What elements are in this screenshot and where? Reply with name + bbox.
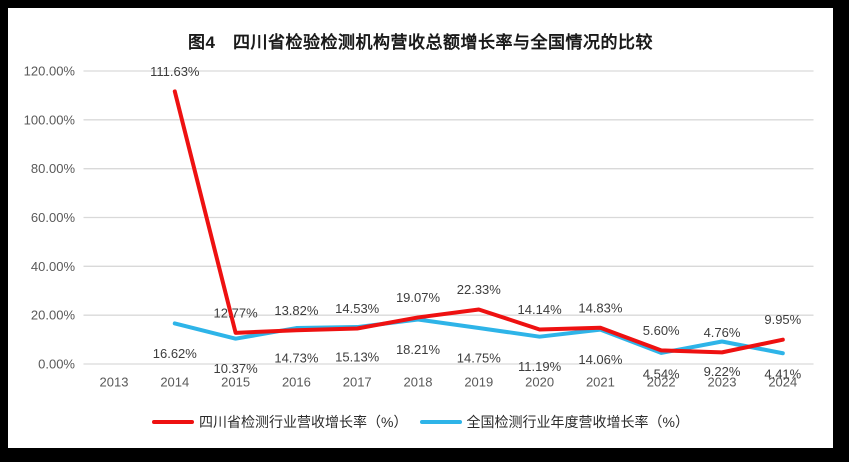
- chart-area: 图4 四川省检验检测机构营收总额增长率与全国情况的比较 0.00% 20.00% 4…: [8, 8, 833, 448]
- sichuan-data-label: 9.95%: [764, 312, 801, 327]
- y-axis-tick-label: 0.00%: [38, 357, 75, 372]
- sichuan-data-label: 13.82%: [274, 303, 319, 318]
- x-axis-tick-label: 2013: [100, 375, 129, 390]
- x-axis-tick-label: 2023: [708, 375, 737, 390]
- x-axis-tick-label: 2017: [343, 375, 372, 390]
- y-axis-tick-label: 40.00%: [31, 259, 76, 274]
- national-data-label: 11.19%: [518, 359, 562, 374]
- legend-item-national: 全国检测行业年度营收增长率（%）: [419, 412, 689, 432]
- x-axis-tick-label: 2024: [768, 375, 797, 390]
- sichuan-series-line: [172, 89, 785, 355]
- sichuan-data-label: 14.53%: [335, 301, 380, 316]
- sichuan-data-label: 19.07%: [396, 290, 441, 305]
- y-axis-tick-label: 20.00%: [31, 308, 76, 323]
- national-data-label: 16.62%: [153, 346, 198, 361]
- national-data-label: 15.13%: [335, 350, 380, 365]
- y-axis-tick-label: 120.00%: [24, 63, 76, 78]
- x-axis-tick-label: 2022: [647, 375, 676, 390]
- sichuan-data-label: 14.14%: [518, 302, 563, 317]
- x-axis-tick-label: 2021: [586, 375, 615, 390]
- sichuan-series-swatch-icon: [152, 420, 195, 424]
- chart-title: 图4 四川省检验检测机构营收总额增长率与全国情况的比较: [188, 33, 653, 52]
- legend-item-sichuan: 四川省检测行业营收增长率（%）: [152, 412, 408, 432]
- sichuan-data-label: 22.33%: [457, 282, 502, 297]
- national-data-label: 14.75%: [457, 350, 502, 365]
- sichuan-data-label: 5.60%: [643, 323, 680, 338]
- national-data-label: 4.54%: [643, 367, 680, 382]
- national-data-label: 10.37%: [214, 361, 259, 376]
- national-data-label: 9.22%: [704, 364, 741, 379]
- chart-legend: 四川省检测行业营收增长率（%） 全国检测行业年度营收增长率（%）: [8, 412, 833, 432]
- x-axis-tick-label: 2019: [464, 375, 493, 390]
- national-data-label: 14.06%: [578, 352, 623, 367]
- x-axis-tick-label: 2014: [160, 375, 189, 390]
- legend-label-sichuan: 四川省检测行业营收增长率（%）: [199, 414, 408, 430]
- national-series-line: [172, 317, 785, 356]
- national-series-swatch-icon: [419, 420, 462, 424]
- national-data-label: 4.41%: [764, 367, 801, 382]
- y-axis-tick-label: 60.00%: [31, 210, 76, 225]
- x-axis-tick-label: 2018: [404, 375, 433, 390]
- x-axis-tick-label: 2015: [221, 375, 250, 390]
- national-data-label: 14.73%: [274, 351, 319, 366]
- y-axis-tick-label: 80.00%: [31, 161, 76, 176]
- x-axis-tick-label: 2016: [282, 375, 311, 390]
- national-data-label: 18.21%: [396, 342, 441, 357]
- sichuan-data-label: 4.76%: [704, 325, 741, 340]
- legend-label-national: 全国检测行业年度营收增长率（%）: [466, 414, 689, 430]
- sichuan-data-label: 14.83%: [578, 300, 623, 315]
- line-chart-plot: 0.00% 20.00% 40.00% 60.00% 80.00% 100.00% 120.…: [24, 63, 814, 390]
- x-axis-tick-label: 2020: [525, 375, 554, 390]
- sichuan-data-label: 12.77%: [214, 305, 259, 320]
- y-axis-tick-label: 100.00%: [24, 112, 76, 127]
- sichuan-data-label: 111.63%: [150, 64, 200, 79]
